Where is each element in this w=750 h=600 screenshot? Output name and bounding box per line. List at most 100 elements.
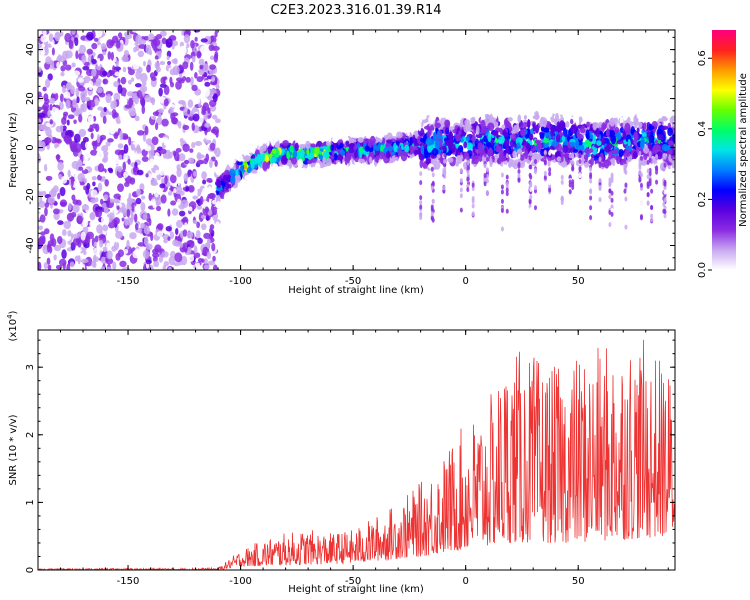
heatmap-cell xyxy=(528,133,534,141)
heatmap-cell xyxy=(44,163,48,172)
heatmap-cell xyxy=(624,122,631,133)
heatmap-cell xyxy=(548,171,552,177)
heatmap-cell xyxy=(663,162,667,168)
heatmap-cell xyxy=(155,98,160,109)
heatmap-cell xyxy=(471,157,475,163)
heatmap-cell xyxy=(143,225,151,235)
heatmap-cell xyxy=(57,220,64,226)
heatmap-cell xyxy=(404,116,408,121)
heatmap-cell xyxy=(48,33,54,42)
heatmap-cell xyxy=(557,92,563,98)
heatmap-cell xyxy=(191,55,196,63)
heatmap-cell xyxy=(459,168,463,174)
spectrogram-x-ticks: -150 -100 -50 0 50 xyxy=(37,30,669,287)
heatmap-cell xyxy=(106,71,111,78)
spectrogram-y-label: Frequency (Hz) xyxy=(8,112,19,188)
heatmap-cell xyxy=(123,97,128,107)
heatmap-cell xyxy=(224,169,230,176)
heatmap-cell xyxy=(92,141,98,151)
heatmap-cell xyxy=(179,45,187,55)
heatmap-cell xyxy=(598,156,602,162)
heatmap-cell xyxy=(498,95,503,106)
heatmap-cell xyxy=(155,200,160,206)
heatmap-cell xyxy=(504,138,510,148)
heatmap-cell xyxy=(169,76,173,85)
heatmap-cell xyxy=(38,186,46,192)
heatmap-cell xyxy=(286,150,290,159)
heatmap-cell xyxy=(119,112,123,122)
heatmap-cell xyxy=(113,217,120,225)
heatmap-cell xyxy=(332,168,336,173)
heatmap-cell xyxy=(608,188,612,194)
heatmap-cell xyxy=(199,45,208,55)
heatmap-cell xyxy=(86,231,94,240)
heatmap-cell xyxy=(83,250,87,256)
heatmap-cell xyxy=(348,142,355,148)
spectrogram-frame xyxy=(37,29,676,271)
heatmap-cell xyxy=(523,115,528,120)
heatmap-cell xyxy=(560,200,564,206)
heatmap-cell xyxy=(208,44,215,52)
heatmap-cell xyxy=(485,167,489,173)
heatmap-cell xyxy=(500,208,504,214)
heatmap-cell xyxy=(624,211,628,217)
heatmap-cell xyxy=(196,160,205,165)
heatmap-cell xyxy=(91,175,97,181)
heatmap-cell xyxy=(428,115,435,125)
heatmap-cell xyxy=(517,173,521,179)
heatmap-cell xyxy=(310,158,317,163)
heatmap-cell xyxy=(193,252,201,259)
heatmap-cell xyxy=(381,126,389,136)
heatmap-cell xyxy=(374,156,379,163)
heatmap-cell xyxy=(624,196,628,202)
heatmap-cell xyxy=(78,44,87,55)
heatmap-cell xyxy=(240,164,245,171)
heatmap-cell xyxy=(477,142,484,152)
heatmap-cell xyxy=(202,179,207,185)
heatmap-cell xyxy=(642,122,647,131)
heatmap-cell xyxy=(203,158,208,165)
heatmap-cell xyxy=(142,249,150,259)
heatmap-cell xyxy=(113,92,121,102)
heatmap-cell xyxy=(449,126,454,131)
heatmap-cell xyxy=(431,147,439,156)
heatmap-cell xyxy=(149,158,155,167)
heatmap-cell xyxy=(194,36,198,42)
heatmap-cell xyxy=(72,199,79,205)
heatmap-cell xyxy=(226,196,232,205)
heatmap-cell xyxy=(250,180,256,190)
heatmap-cell xyxy=(516,142,521,150)
heatmap-cell xyxy=(175,147,182,153)
heatmap-cell xyxy=(505,187,509,193)
heatmap-cell xyxy=(246,140,251,150)
heatmap-cell xyxy=(211,126,220,136)
heatmap-cell xyxy=(157,223,164,231)
heatmap-cell xyxy=(471,203,475,209)
heatmap-cell xyxy=(193,171,197,177)
heatmap-cell xyxy=(348,122,353,131)
heatmap-cell xyxy=(38,106,43,111)
heatmap-cell xyxy=(298,143,306,149)
heatmap-cell xyxy=(430,185,434,191)
heatmap-cell xyxy=(53,208,60,215)
heatmap-cell xyxy=(103,206,109,214)
colorbar-gradient xyxy=(712,30,736,270)
heatmap-cell xyxy=(533,151,537,157)
heatmap-cell xyxy=(471,166,475,174)
heatmap-cell xyxy=(431,172,435,178)
heatmap-cell xyxy=(131,30,140,33)
heatmap-cell xyxy=(396,131,403,139)
heatmap-cell xyxy=(562,113,568,119)
heatmap-cell xyxy=(187,99,194,108)
heatmap-cell xyxy=(331,137,337,143)
heatmap-cell xyxy=(213,53,219,63)
heatmap-cell xyxy=(357,158,365,163)
heatmap-cell xyxy=(543,138,550,144)
spectrogram-y-tick-label: -20 xyxy=(25,188,36,204)
heatmap-cell xyxy=(113,99,117,109)
heatmap-cell xyxy=(549,145,555,150)
heatmap-cell xyxy=(228,160,234,168)
heatmap-cell xyxy=(170,174,177,184)
heatmap-cell xyxy=(418,153,425,161)
heatmap-cell xyxy=(169,231,175,240)
